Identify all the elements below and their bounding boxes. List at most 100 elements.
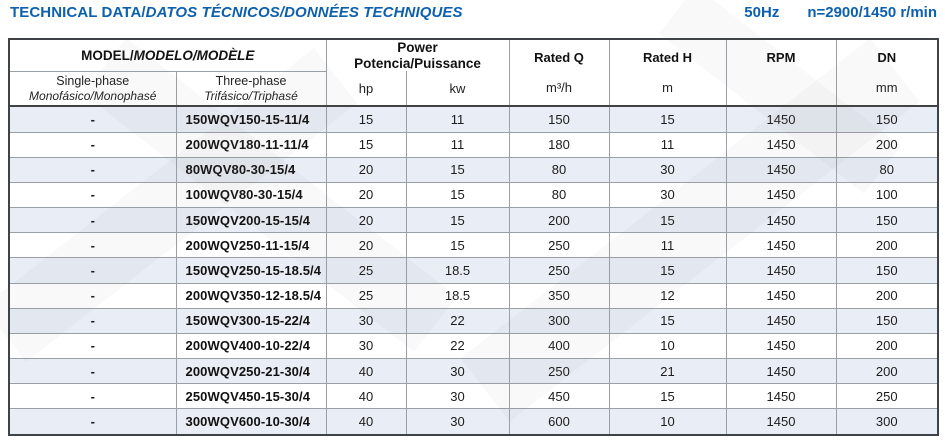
cell-rpm: 1450	[725, 232, 837, 259]
header-rated-q-label: Rated Q	[534, 49, 584, 65]
cell-dn: 250	[835, 383, 939, 410]
cell-hp: 20	[325, 207, 407, 234]
speed-value: n=2900/1450 r/min	[807, 4, 937, 21]
header-power-group: Power Potencia/Puissance	[325, 38, 510, 72]
cell-single-phase: -	[8, 408, 177, 436]
cell-model: 150WQV150-15-11/4	[175, 105, 327, 133]
cell-rated-q: 150	[508, 105, 610, 133]
header-kw: kw	[405, 71, 510, 107]
cell-hp: 15	[325, 131, 407, 158]
cell-dn: 100	[835, 181, 939, 209]
cell-rated-h: 30	[608, 181, 727, 209]
cell-dn: 200	[835, 332, 939, 360]
cell-single-phase: -	[8, 181, 177, 209]
cell-rated-q: 250	[508, 232, 610, 259]
cell-rated-h: 10	[608, 408, 727, 436]
cell-rated-q: 200	[508, 207, 610, 234]
cell-rated-q: 350	[508, 282, 610, 309]
cell-rpm: 1450	[725, 181, 837, 209]
header-rated-h-unit: m	[662, 80, 673, 96]
header-dn-label: DN	[877, 49, 897, 65]
table-row: - 200WQV350-12-18.5/4 25 18.5 350 12 145…	[8, 282, 939, 309]
cell-kw: 15	[405, 207, 510, 234]
header-rated-q: Rated Q m³/h	[508, 38, 610, 107]
cell-dn: 150	[835, 307, 939, 334]
table-row: - 100WQV80-30-15/4 20 15 80 30 1450 100	[8, 181, 939, 209]
header-single-phase-en: Single-phase	[56, 73, 130, 88]
page-title-en: TECHNICAL DATA/	[10, 4, 146, 21]
cell-hp: 40	[325, 358, 407, 385]
header-model-en: MODEL/	[81, 47, 134, 63]
cell-hp: 20	[325, 181, 407, 209]
cell-hp: 30	[325, 332, 407, 360]
cell-model: 80WQV80-30-15/4	[175, 156, 327, 183]
page-title-intl: DATOS TÉCNICOS/DONNÉES TECHNIQUES	[145, 4, 463, 21]
page-header: TECHNICAL DATA/DATOS TÉCNICOS/DONNÉES TE…	[10, 4, 937, 21]
header-dn: DN mm	[835, 38, 939, 107]
cell-dn: 300	[835, 408, 939, 436]
cell-kw: 15	[405, 232, 510, 259]
technical-data-table: MODEL/MODELO/MODÈLE Power Potencia/Puiss…	[8, 38, 939, 436]
header-rpm-unit	[731, 72, 832, 103]
cell-rated-h: 15	[608, 257, 727, 284]
cell-rated-h: 15	[608, 383, 727, 410]
cell-hp: 15	[325, 105, 407, 133]
cell-kw: 18.5	[405, 257, 510, 284]
cell-single-phase: -	[8, 232, 177, 259]
table-row: - 250WQV450-15-30/4 40 30 450 15 1450 25…	[8, 383, 939, 410]
cell-model: 200WQV400-10-22/4	[175, 332, 327, 360]
cell-hp: 25	[325, 257, 407, 284]
cell-model: 150WQV250-15-18.5/4	[175, 257, 327, 284]
table-row: - 150WQV200-15-15/4 20 15 200 15 1450 15…	[8, 207, 939, 234]
header-model-intl: MODELO/MODÈLE	[133, 47, 255, 63]
cell-rated-q: 300	[508, 307, 610, 334]
cell-rated-q: 450	[508, 383, 610, 410]
cell-model: 250WQV450-15-30/4	[175, 383, 327, 410]
cell-model: 150WQV300-15-22/4	[175, 307, 327, 334]
cell-rpm: 1450	[725, 358, 837, 385]
table-header: MODEL/MODELO/MODÈLE Power Potencia/Puiss…	[8, 38, 939, 107]
header-rated-h-label: Rated H	[642, 49, 693, 65]
cell-kw: 15	[405, 181, 510, 209]
table-row: - 150WQV300-15-22/4 30 22 300 15 1450 15…	[8, 307, 939, 334]
cell-kw: 22	[405, 307, 510, 334]
cell-dn: 200	[835, 232, 939, 259]
cell-single-phase: -	[8, 383, 177, 410]
table-body: - 150WQV150-15-11/4 15 11 150 15 1450 15…	[8, 105, 939, 436]
cell-kw: 30	[405, 383, 510, 410]
cell-rated-h: 15	[608, 207, 727, 234]
cell-dn: 200	[835, 282, 939, 309]
cell-model: 100WQV80-30-15/4	[175, 181, 327, 209]
cell-kw: 15	[405, 156, 510, 183]
cell-dn: 80	[835, 156, 939, 183]
cell-hp: 40	[325, 383, 407, 410]
cell-rpm: 1450	[725, 105, 837, 133]
header-hp: hp	[325, 71, 407, 107]
cell-rated-h: 15	[608, 307, 727, 334]
cell-rpm: 1450	[725, 131, 837, 158]
cell-rated-h: 11	[608, 232, 727, 259]
cell-rated-h: 21	[608, 358, 727, 385]
cell-dn: 150	[835, 207, 939, 234]
cell-hp: 20	[325, 232, 407, 259]
table-row: - 150WQV150-15-11/4 15 11 150 15 1450 15…	[8, 105, 939, 133]
header-rpm-label: RPM	[766, 49, 796, 65]
table-row: - 300WQV600-10-30/4 40 30 600 10 1450 30…	[8, 408, 939, 436]
cell-rated-h: 11	[608, 131, 727, 158]
table-row: - 200WQV250-21-30/4 40 30 250 21 1450 20…	[8, 358, 939, 385]
header-three-phase-intl: Trifásico/Triphasé	[204, 88, 298, 103]
cell-rated-q: 80	[508, 181, 610, 209]
cell-single-phase: -	[8, 358, 177, 385]
frequency-speed-label: 50Hz n=2900/1450 r/min	[744, 4, 937, 21]
cell-rated-q: 400	[508, 332, 610, 360]
cell-rated-h: 12	[608, 282, 727, 309]
header-rpm: RPM	[725, 38, 837, 107]
cell-hp: 40	[325, 408, 407, 436]
cell-kw: 22	[405, 332, 510, 360]
cell-single-phase: -	[8, 207, 177, 234]
cell-rated-h: 30	[608, 156, 727, 183]
cell-rpm: 1450	[725, 307, 837, 334]
cell-hp: 25	[325, 282, 407, 309]
cell-rpm: 1450	[725, 207, 837, 234]
cell-rated-q: 80	[508, 156, 610, 183]
